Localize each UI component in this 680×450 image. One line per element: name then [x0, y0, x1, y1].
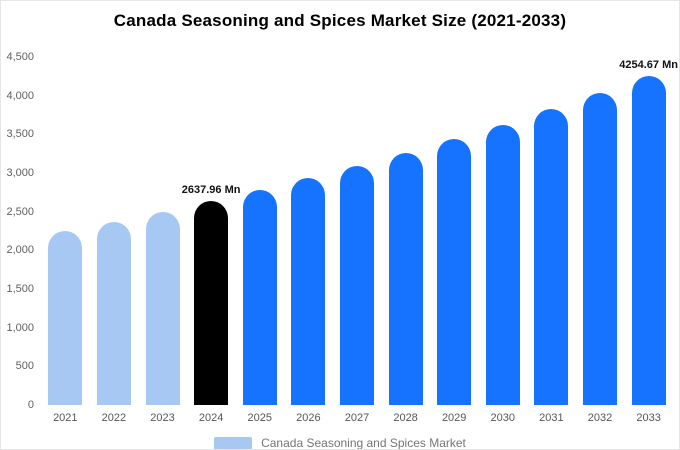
bar-column: 4254.67 Mn	[619, 57, 678, 405]
bar-2028	[388, 152, 423, 405]
bar-2023	[145, 211, 180, 405]
chart-title: Canada Seasoning and Spices Market Size …	[113, 11, 567, 30]
x-axis-label: 2024	[198, 412, 224, 424]
bar-2032	[583, 93, 617, 405]
bar-2031	[534, 109, 569, 405]
bar-column	[333, 57, 382, 405]
bar-2029	[437, 138, 472, 405]
bar-2022	[96, 221, 131, 405]
x-axis-label: 2027	[344, 412, 370, 424]
bar-2033	[631, 75, 666, 405]
x-axis-label: 2028	[393, 412, 418, 424]
x-axis-label: 2022	[101, 412, 127, 424]
bar-2030	[485, 124, 520, 405]
x-axis-label: 2023	[150, 412, 175, 424]
bars-row: 2637.96 Mn 4254.67 Mn	[41, 57, 678, 405]
bar-column	[576, 57, 625, 405]
x-axis-label: 2031	[539, 412, 564, 424]
legend-label: Canada Seasoning and Spices Market	[261, 436, 466, 450]
legend: Canada Seasoning and Spices Market	[1, 436, 679, 450]
y-axis-tick-label: 3,000	[6, 167, 34, 179]
bar-column	[381, 57, 430, 405]
bar-2027	[339, 165, 374, 405]
x-axis-labels: 2021 2022 2023 2024 2025 2026 2027 2028 2029 2030…	[41, 405, 679, 424]
y-axis-tick-label: 3,500	[6, 128, 34, 141]
bar-column	[41, 57, 90, 405]
y-axis-tick-label: 1,500	[6, 283, 34, 295]
bar-2021	[48, 231, 83, 405]
plot-area: 0 500 1,000 1,500 2,000 2,500 3,000 3,500 4,000 4…	[1, 51, 679, 411]
x-axis-label: 2026	[296, 412, 321, 424]
bar-column	[138, 57, 187, 405]
bar-column	[430, 57, 479, 405]
bar-2026	[291, 178, 326, 405]
y-axis-tick-label: 4,500	[6, 51, 34, 63]
y-axis-tick-label: 2,000	[6, 244, 34, 257]
bar-column	[527, 57, 576, 405]
legend-swatch	[214, 436, 253, 449]
bar-2024	[194, 201, 229, 405]
bar-value-label: 2637.96 Mn	[181, 184, 241, 196]
y-axis-tick-label: 4,000	[6, 89, 34, 102]
x-axis-label: 2033	[636, 412, 661, 424]
x-axis-label: 2032	[587, 412, 613, 424]
y-axis-tick-label: 2,500	[6, 205, 34, 218]
x-axis-label: 2025	[247, 412, 272, 424]
x-axis-label: 2021	[53, 412, 78, 424]
bar-column	[284, 57, 333, 405]
y-axis: 0 500 1,000 1,500 2,000 2,500 3,000 3,500 4,000 4…	[1, 51, 41, 411]
x-axis-label: 2029	[441, 412, 467, 424]
bar-2025	[242, 189, 277, 405]
x-axis-label: 2030	[490, 412, 516, 424]
bar-column	[478, 57, 527, 405]
y-axis-tick-label: 500	[15, 360, 34, 373]
bar-column: 2637.96 Mn	[182, 57, 240, 405]
bar-column	[90, 57, 139, 405]
y-axis-tick-label: 1,000	[6, 321, 34, 334]
bar-column	[235, 57, 284, 405]
bar-value-label: 4254.67 Mn	[619, 58, 678, 71]
y-axis-tick-label: 0	[27, 399, 34, 411]
